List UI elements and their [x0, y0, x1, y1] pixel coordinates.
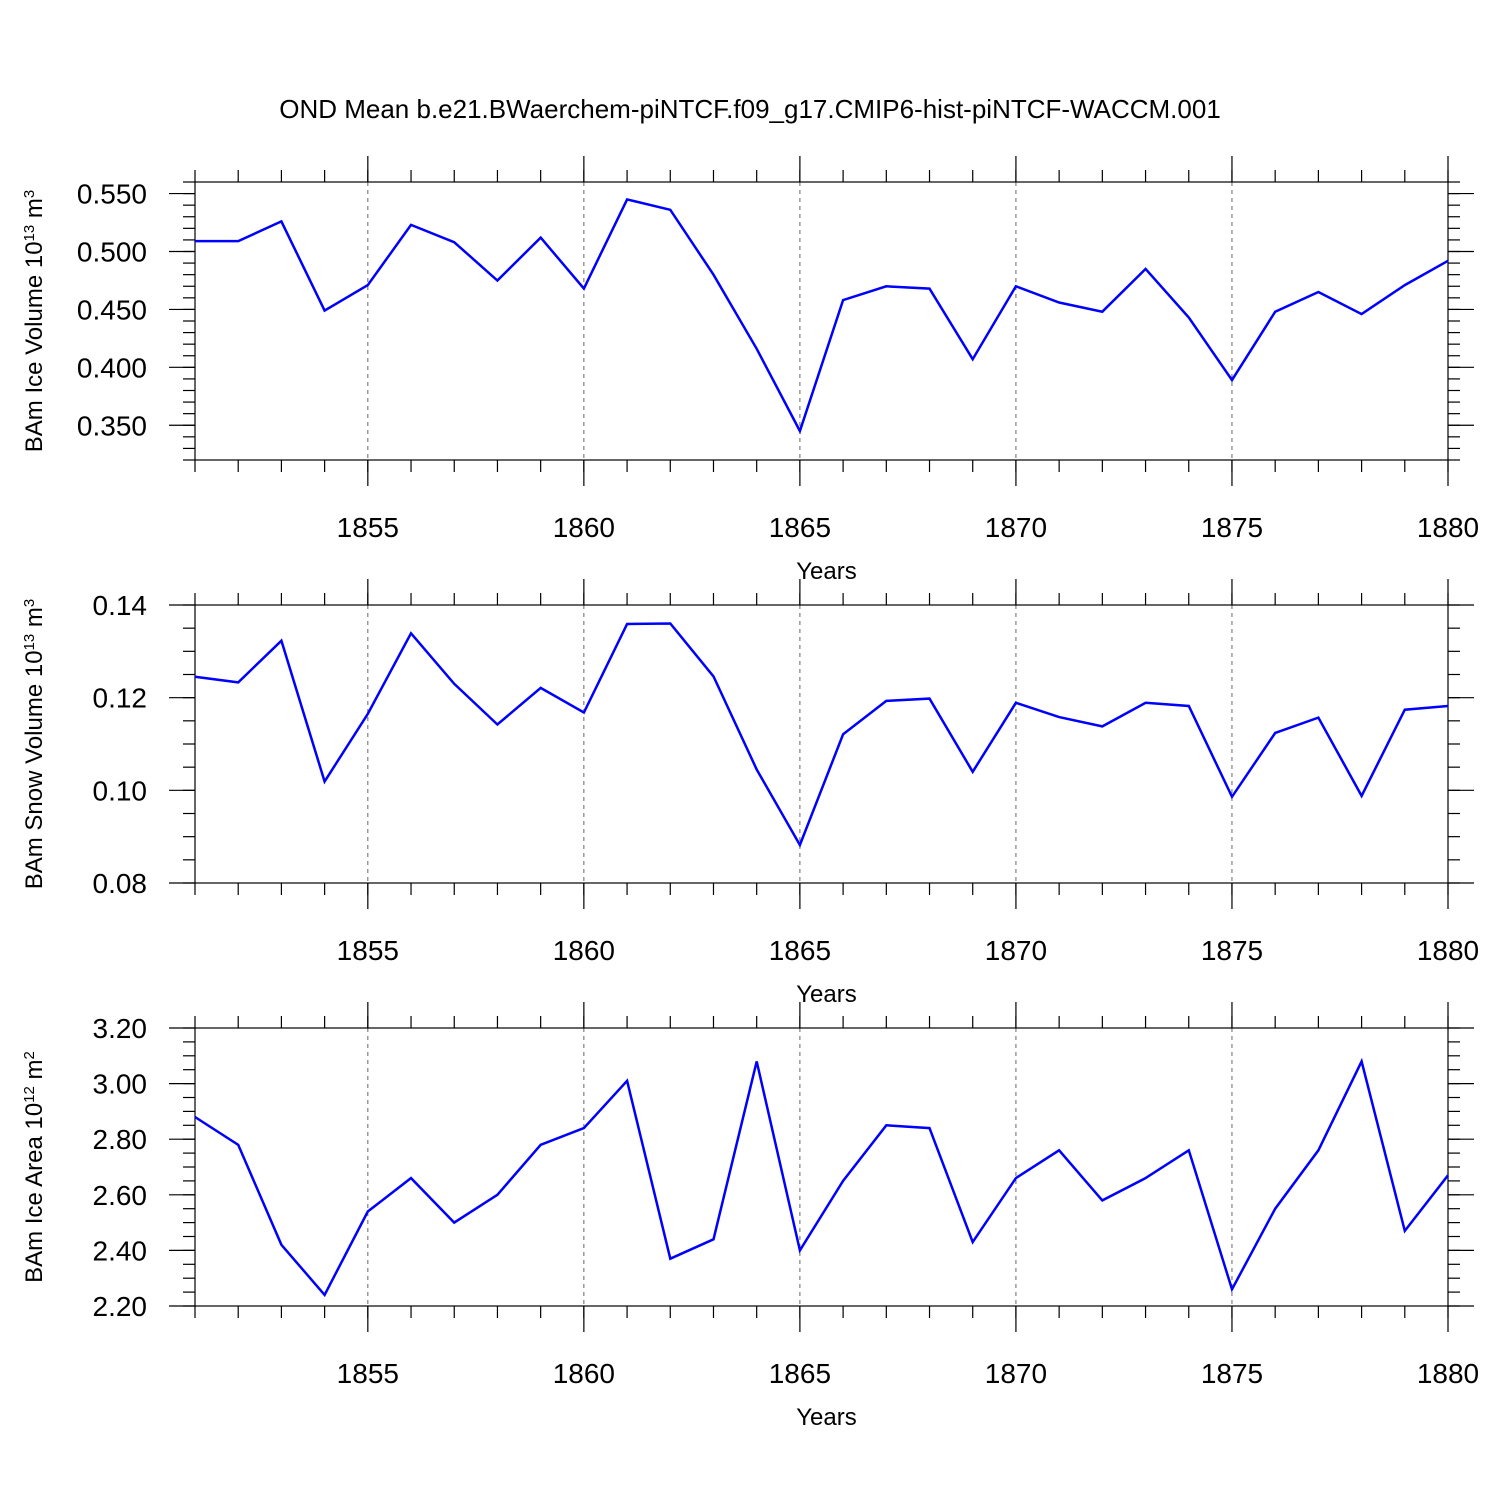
series-line: [194, 1057, 1449, 1298]
series-line: [194, 622, 1449, 848]
y-axis-title-superscript: 2: [21, 1051, 38, 1059]
y-tick-label: 0.500: [77, 237, 147, 268]
y-axis-title-part: m: [21, 198, 48, 225]
x-tick-label: 1870: [985, 512, 1047, 543]
y-axis-title-part: m: [21, 1059, 48, 1086]
y-tick-label: 0.12: [93, 683, 148, 714]
x-tick-label: 1875: [1201, 935, 1263, 966]
x-axis-title: Years: [796, 981, 857, 1008]
y-tick-label: 0.400: [77, 352, 147, 383]
x-tick-label: 1865: [769, 512, 831, 543]
x-tick-label: 1880: [1417, 1358, 1479, 1389]
y-tick-label: 0.14: [93, 590, 148, 621]
x-tick-label: 1865: [769, 1358, 831, 1389]
y-axis-title-superscript: 3: [21, 599, 38, 607]
y-axis-title-superscript: 3: [21, 190, 38, 198]
x-tick-label: 1855: [337, 1358, 399, 1389]
plot-frame: [194, 604, 1449, 884]
y-tick-label: 0.10: [93, 775, 148, 806]
y-axis-title: BAm Snow Volume 1013 m3: [21, 599, 49, 890]
y-tick-label: 2.60: [93, 1180, 148, 1211]
plot-frame: [194, 1027, 1449, 1307]
x-tick-label: 1855: [337, 512, 399, 543]
y-axis-title-superscript: 12: [21, 1086, 38, 1103]
x-axis-title: Years: [796, 558, 857, 585]
x-tick-label: 1880: [1417, 512, 1479, 543]
x-tick-label: 1880: [1417, 935, 1479, 966]
y-tick-label: 2.40: [93, 1235, 148, 1266]
x-tick-label: 1860: [553, 935, 615, 966]
y-axis-title: BAm Ice Volume 1013 m3: [21, 190, 49, 452]
y-axis-title-part: m: [21, 607, 48, 634]
y-tick-label: 0.08: [93, 868, 148, 899]
series-line: [195, 197, 1449, 435]
x-tick-label: 1865: [769, 935, 831, 966]
x-tick-label: 1875: [1201, 512, 1263, 543]
y-axis-title-superscript: 13: [21, 225, 38, 242]
x-tick-label: 1860: [553, 1358, 615, 1389]
panel-ice-volume: 1855 1860 1865 1870 1875 1880 0.350 0.400 0.450 0…: [21, 156, 1479, 585]
y-tick-label: 0.450: [77, 294, 147, 325]
x-tick-label: 1870: [985, 935, 1047, 966]
y-axis-title-part: BAm Ice Volume 10: [21, 241, 48, 452]
panel-snow-volume: 1855 1860 1865 1870 1875 1880 0.08 0.10 0.12 0.14…: [21, 579, 1479, 1008]
y-tick-label: 2.20: [93, 1291, 148, 1322]
main-title: OND Mean b.e21.BWaerchem-piNTCF.f09_g17.…: [279, 94, 1221, 124]
y-tick-label: 2.80: [93, 1124, 148, 1155]
y-tick-label: 0.350: [77, 410, 147, 441]
x-tick-label: 1870: [985, 1358, 1047, 1389]
y-tick-label: 3.00: [93, 1069, 148, 1100]
x-tick-label: 1860: [553, 512, 615, 543]
y-axis-title-superscript: 13: [21, 634, 38, 651]
x-axis-title: Years: [796, 1404, 857, 1431]
x-tick-label: 1855: [337, 935, 399, 966]
y-axis-title-part: BAm Snow Volume 10: [21, 650, 48, 889]
panel-ice-area: 1855 1860 1865 1870 1875 1880 2.20 2.40 2.60 2.80…: [21, 1002, 1479, 1431]
y-tick-label: 0.550: [77, 179, 147, 210]
x-tick-label: 1875: [1201, 1358, 1263, 1389]
y-tick-label: 3.20: [93, 1013, 148, 1044]
plot-frame: [194, 181, 1449, 461]
y-axis-title-part: BAm Ice Area 10: [21, 1103, 48, 1283]
y-axis-title: BAm Ice Area 1012 m2: [21, 1051, 49, 1283]
